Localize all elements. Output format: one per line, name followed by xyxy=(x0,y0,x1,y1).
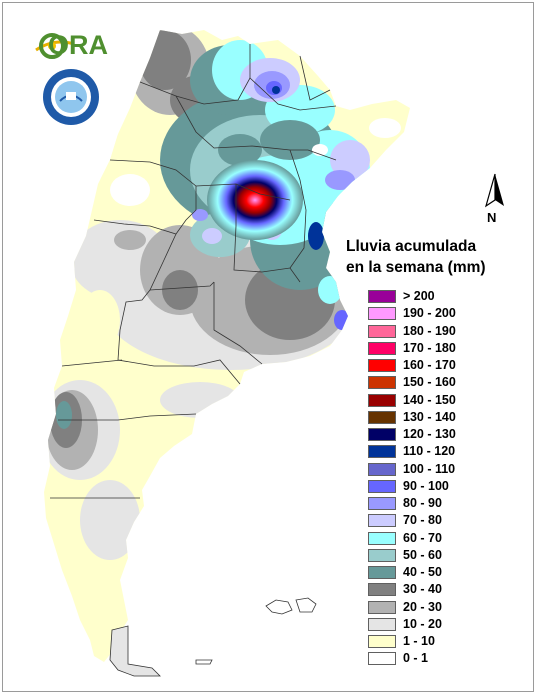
legend-label: 90 - 100 xyxy=(403,478,449,493)
north-label: N xyxy=(487,210,497,225)
legend-swatch xyxy=(368,307,396,321)
legend-label: 60 - 70 xyxy=(403,530,442,545)
legend-swatch xyxy=(368,548,396,562)
legend-swatch xyxy=(368,652,396,666)
legend-swatch xyxy=(368,445,396,459)
legend-label: 30 - 40 xyxy=(403,582,442,597)
legend-label: 40 - 50 xyxy=(403,565,442,579)
legend-label: 0 - 1 xyxy=(403,651,429,666)
legend-label: 20 - 30 xyxy=(403,599,442,614)
tierra-del-fuego xyxy=(109,625,161,677)
north-arrow-icon xyxy=(484,173,504,208)
legend-swatch xyxy=(368,324,396,338)
legend-swatch xyxy=(368,566,396,579)
legend-swatch xyxy=(368,497,396,510)
legend-label: 80 - 90 xyxy=(403,496,442,510)
legend-label: 130 - 140 xyxy=(403,409,456,424)
legend-swatch xyxy=(368,617,396,631)
legend-label: 100 - 110 xyxy=(403,461,456,476)
legend-swatch xyxy=(368,635,396,648)
malvinas-islands xyxy=(265,597,317,615)
legend-label: 190 - 200 xyxy=(403,306,456,321)
province-borders xyxy=(50,44,337,499)
ora-logo-icon xyxy=(35,33,75,59)
legend-swatch xyxy=(368,359,396,372)
ora-logo-text: ORA xyxy=(48,30,108,60)
legend-swatch xyxy=(368,341,396,355)
legend-label: 150 - 160 xyxy=(403,375,456,390)
legend-label: 1 - 10 xyxy=(403,634,435,648)
legend-swatch xyxy=(368,376,396,390)
legend-label: > 200 xyxy=(403,289,435,303)
legend-label: 110 - 120 xyxy=(403,444,456,459)
legend-label: 70 - 80 xyxy=(403,513,442,528)
smn-seal-icon xyxy=(43,69,99,125)
legend-swatch xyxy=(368,410,396,424)
legend-label: 180 - 190 xyxy=(403,323,456,338)
legend-label: 140 - 150 xyxy=(403,392,456,407)
legend-label: 120 - 130 xyxy=(403,427,456,441)
legend-swatch xyxy=(368,393,396,407)
legend-label: 170 - 180 xyxy=(403,340,456,355)
legend-title-line-1: Lluvia acumulada xyxy=(346,238,477,255)
legend-swatch xyxy=(368,583,396,597)
legend-swatch xyxy=(368,531,396,545)
legend-title-line-2: en la semana (mm) xyxy=(346,259,486,276)
legend-swatch xyxy=(368,600,396,614)
legend-swatch xyxy=(368,462,396,476)
legend-label: 160 - 170 xyxy=(403,358,456,372)
isla-estados xyxy=(195,659,213,665)
legend-swatch xyxy=(368,514,396,528)
legend-title: Lluvia acumulada en la semana (mm) xyxy=(346,236,486,278)
legend-swatch xyxy=(368,479,396,493)
legend-swatch xyxy=(368,428,396,441)
legend-label: 50 - 60 xyxy=(403,547,442,562)
legend-swatch xyxy=(368,290,396,303)
legend-label: 10 - 20 xyxy=(403,616,442,631)
